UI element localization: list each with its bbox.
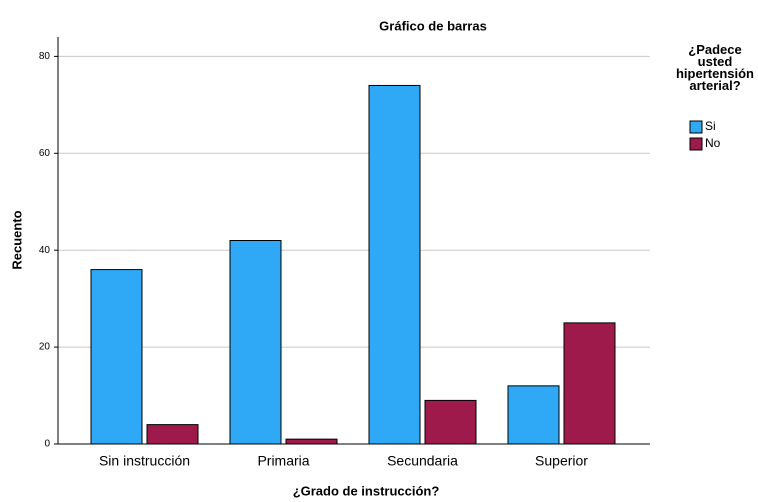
chart-title: Gráfico de barras [379, 18, 487, 33]
legend-label: No [705, 136, 721, 150]
y-tick-label: 80 [39, 51, 51, 62]
bar [424, 399, 477, 445]
y-axis-label: Recuento [9, 210, 24, 269]
legend-swatch [689, 120, 703, 134]
x-tick-label: Sin instrucción [99, 453, 190, 469]
bar [285, 438, 338, 445]
y-tick-label: 0 [44, 439, 50, 450]
bar [146, 424, 199, 445]
legend-label: Si [705, 119, 716, 133]
x-axis-label: ¿Grado de instrucción? [293, 483, 440, 498]
y-tick-label: 40 [39, 245, 51, 256]
legend-swatch [689, 137, 703, 151]
bar [563, 322, 616, 445]
x-tick-label: Primaria [257, 453, 309, 469]
bar [90, 269, 143, 445]
bar [368, 84, 421, 445]
bar [507, 385, 560, 445]
x-tick-label: Superior [535, 453, 588, 469]
y-tick-label: 60 [39, 148, 51, 159]
legend-title: ¿Padece usted hipertensión arterial? [675, 42, 754, 93]
bar [229, 240, 282, 445]
x-tick-label: Secundaria [387, 453, 458, 469]
y-tick-label: 20 [39, 342, 51, 353]
